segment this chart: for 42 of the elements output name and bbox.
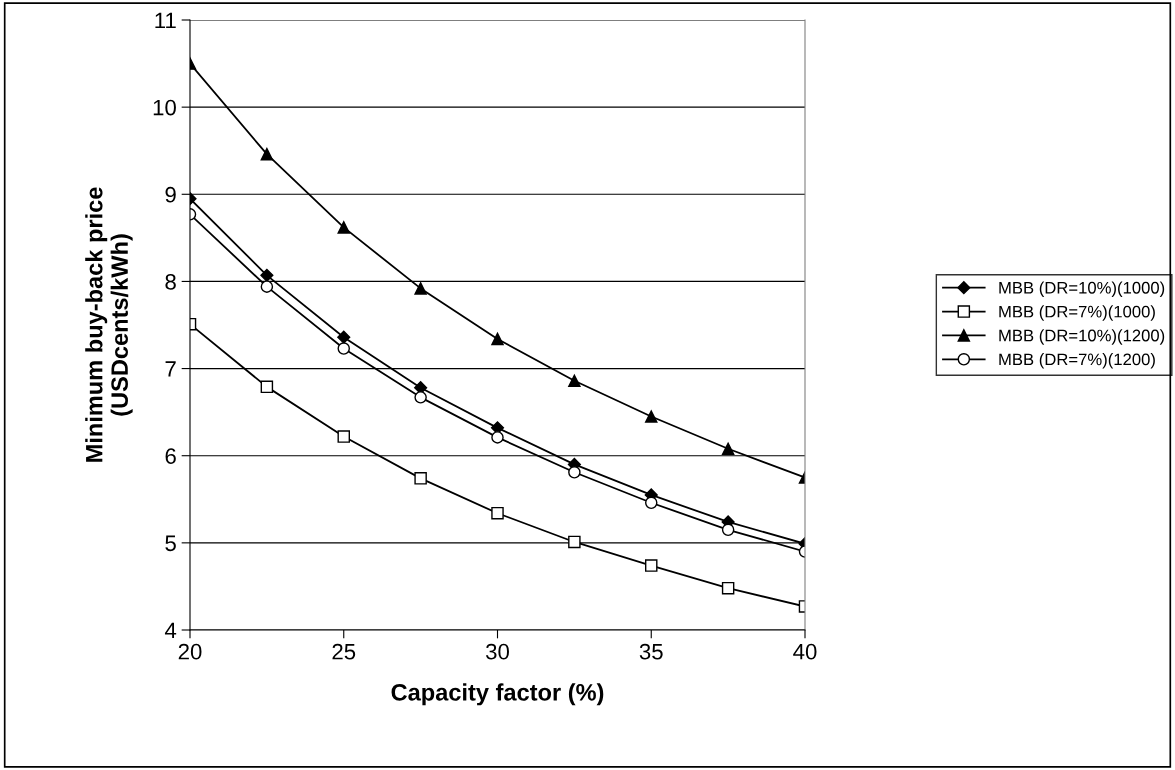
- x-tick-label: 30: [485, 643, 509, 660]
- point: [260, 147, 274, 161]
- y-tick-label: 9: [165, 186, 176, 203]
- x-tick-label: 20: [178, 643, 202, 660]
- point: [260, 280, 274, 293]
- point: [337, 330, 351, 344]
- point: [568, 535, 581, 549]
- point: [337, 221, 351, 234]
- point: [414, 472, 427, 485]
- legend-label: MBB (DR=10%)(1200): [999, 329, 1165, 345]
- point: [414, 282, 427, 295]
- legend-label: MBB (DR=7%)(1200): [999, 353, 1155, 369]
- point: [414, 391, 427, 404]
- y-axis-title: Minimum buy-back price (USDcents/kWh): [85, 187, 133, 462]
- point: [568, 466, 581, 479]
- point: [491, 506, 504, 520]
- x-tick-label: 35: [639, 643, 663, 660]
- x-tick-label: 25: [332, 643, 356, 660]
- point: [337, 430, 351, 443]
- legend-label: MBB (DR=10%)(1000): [999, 281, 1165, 297]
- point: [644, 496, 658, 510]
- y-tick-label: 8: [165, 273, 176, 290]
- point: [260, 380, 274, 394]
- point: [644, 559, 658, 572]
- point: [721, 442, 735, 455]
- y-tick-label: 10: [153, 99, 176, 116]
- point: [721, 523, 735, 537]
- point: [260, 268, 274, 282]
- x-axis-title: Capacity factor (%): [391, 683, 604, 706]
- y-tick-label: 7: [165, 361, 176, 377]
- point: [491, 431, 504, 444]
- point: [491, 332, 504, 346]
- legend-label: MBB (DR=7%)(1000): [999, 305, 1155, 321]
- point: [644, 410, 658, 423]
- y-tick-label: 11: [155, 12, 176, 29]
- y-tick-label: 5: [165, 535, 176, 552]
- point: [337, 342, 351, 355]
- x-tick-label: 40: [793, 643, 817, 660]
- point: [721, 581, 735, 595]
- y-tick-label: 6: [165, 448, 176, 464]
- point: [568, 374, 581, 388]
- y-tick-label: 4: [164, 622, 177, 639]
